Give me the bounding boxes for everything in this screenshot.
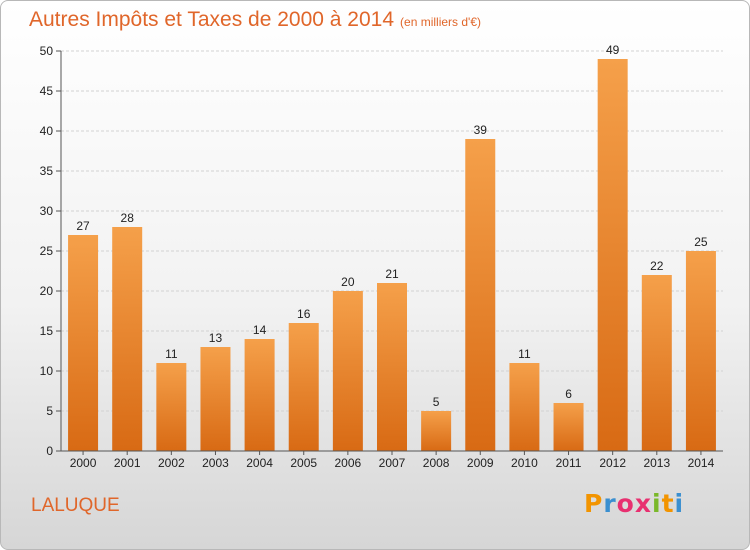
x-tick-label: 2000 <box>70 456 97 470</box>
bar-value-label: 39 <box>474 123 488 137</box>
y-tick-label: 5 <box>46 404 53 418</box>
bar-value-label: 16 <box>297 307 311 321</box>
x-tick-label: 2009 <box>467 456 494 470</box>
y-tick-label: 10 <box>40 364 54 378</box>
x-tick-label: 2014 <box>688 456 715 470</box>
logo-letter: P <box>584 489 604 518</box>
bar-value-label: 14 <box>253 323 267 337</box>
y-tick-label: 0 <box>46 444 53 458</box>
bar-value-label: 20 <box>341 275 355 289</box>
bar <box>465 139 496 451</box>
y-tick-label: 50 <box>40 44 54 58</box>
logo-letter: t <box>661 489 675 518</box>
bar <box>509 363 540 451</box>
bar <box>200 347 231 451</box>
bar <box>68 235 99 451</box>
bar <box>377 283 407 451</box>
logo-letter: i <box>674 489 685 518</box>
bar-value-label: 22 <box>650 259 664 273</box>
bar-value-label: 25 <box>694 235 708 249</box>
bar <box>641 275 672 451</box>
y-tick-label: 45 <box>40 84 54 98</box>
chart-title-unit: (en milliers d'€) <box>400 15 482 29</box>
bar-value-label: 49 <box>606 43 620 57</box>
x-tick-label: 2008 <box>423 456 450 470</box>
bar <box>244 339 275 451</box>
chart-title: Autres Impôts et Taxes de 2000 à 2014 (en… <box>29 8 481 32</box>
y-tick-label: 15 <box>40 324 54 338</box>
x-tick-label: 2004 <box>246 456 273 470</box>
bar <box>288 323 319 451</box>
x-tick-label: 2001 <box>114 456 141 470</box>
bar <box>421 411 452 451</box>
chart-title-main: Autres Impôts et Taxes de 2000 à 2014 <box>29 8 395 31</box>
bar <box>156 363 187 451</box>
bar-value-label: 27 <box>76 219 90 233</box>
x-tick-label: 2005 <box>290 456 317 470</box>
y-tick-label: 30 <box>40 204 54 218</box>
bar <box>597 59 628 451</box>
x-tick-label: 2006 <box>335 456 362 470</box>
x-tick-label: 2002 <box>158 456 185 470</box>
axes-layer: 0 5 10 15 20 25 30 35 40 45 50 2000 2001 2002 2003 2004… <box>40 44 723 470</box>
logo-letter: o <box>616 489 635 518</box>
logo-letter: r <box>603 489 617 518</box>
bar-value-label: 11 <box>518 347 531 361</box>
y-tick-label: 40 <box>40 124 54 138</box>
bar <box>553 403 584 451</box>
y-tick-label: 20 <box>40 284 54 298</box>
logo-letter: i <box>652 489 662 518</box>
bar-value-label: 13 <box>209 331 223 345</box>
x-tick-label: 2003 <box>202 456 229 470</box>
x-tick-label: 2012 <box>599 456 626 470</box>
logo-letter: x <box>634 489 652 518</box>
brand-logo: Proxiti <box>584 489 684 518</box>
bar <box>685 251 716 451</box>
bar-value-label: 21 <box>385 267 399 281</box>
labels-layer: 27 28 11 13 14 16 20 21 5 39 11 6 49 22 25 <box>76 43 708 409</box>
x-tick-label: 2013 <box>643 456 670 470</box>
y-tick-label: 35 <box>40 164 54 178</box>
bar <box>112 227 143 451</box>
y-tick-label: 25 <box>40 244 54 258</box>
x-tick-label: 2011 <box>556 456 582 470</box>
x-tick-label: 2010 <box>511 456 538 470</box>
bars-layer <box>68 59 716 451</box>
x-tick-label: 2007 <box>379 456 406 470</box>
location-label: LALUQUE <box>31 495 120 516</box>
bar-value-label: 28 <box>121 211 135 225</box>
bar-value-label: 6 <box>565 387 572 401</box>
bar-value-label: 5 <box>433 395 440 409</box>
bar-value-label: 11 <box>165 347 178 361</box>
bar <box>332 291 363 451</box>
